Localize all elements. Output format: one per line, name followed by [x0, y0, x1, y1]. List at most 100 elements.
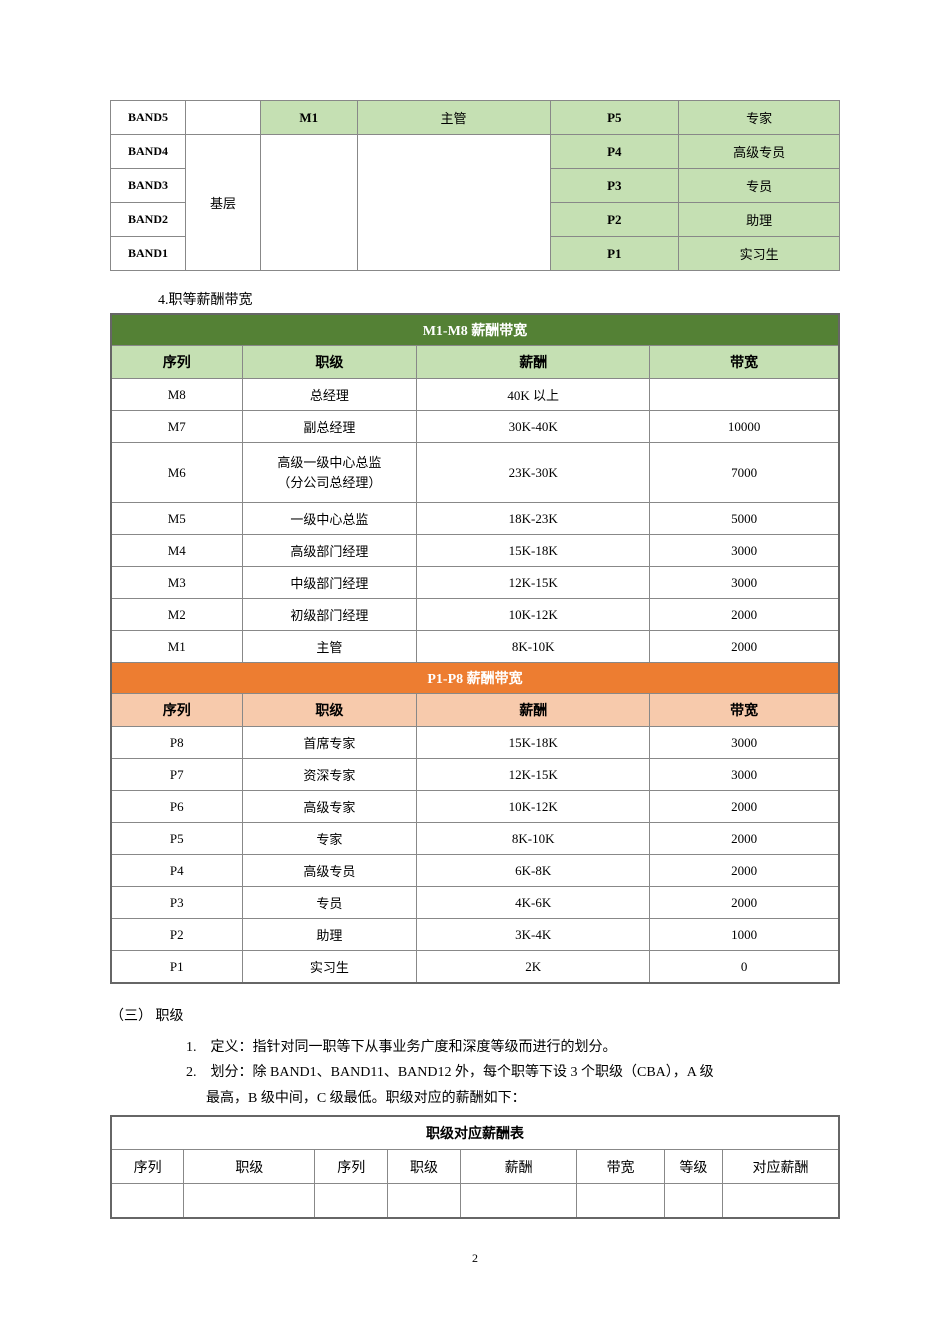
cell: 资深专家: [242, 759, 417, 791]
cell: 6K-8K: [417, 855, 650, 887]
band-p-code: P3: [550, 169, 679, 203]
band-p-name: 实习生: [679, 237, 840, 271]
cell: 7000: [650, 443, 839, 503]
salary-m-row: M3中级部门经理12K-15K3000: [111, 567, 839, 599]
section-3-heading: （三） 职级: [110, 1004, 840, 1029]
cell: 实习生: [242, 951, 417, 984]
rank-empty-cell: [388, 1184, 461, 1218]
band-p-name: 专员: [679, 169, 840, 203]
col-header: 职级: [242, 694, 417, 727]
definition-item-1: 1. 定义：指针对同一职等下从事业务广度和深度等级而进行的划分。: [186, 1035, 840, 1060]
salary-band-table: M1-M8 薪酬带宽 序列 职级 薪酬 带宽 M8总经理40K 以上M7副总经理…: [110, 313, 840, 984]
col-header: 序列: [111, 694, 242, 727]
band-m-name-empty: [357, 135, 550, 271]
cell: [650, 379, 839, 411]
cell: 18K-23K: [417, 503, 650, 535]
band-category-empty: [186, 101, 261, 135]
rank-salary-table: 职级对应薪酬表 序列职级序列职级薪酬带宽等级对应薪酬: [110, 1115, 840, 1219]
band-label: BAND2: [111, 203, 186, 237]
rank-col-header: 职级: [388, 1150, 461, 1184]
cell: 副总经理: [242, 411, 417, 443]
cell: M3: [111, 567, 242, 599]
rank-col-header: 带宽: [577, 1150, 664, 1184]
cell: P2: [111, 919, 242, 951]
cell: M4: [111, 535, 242, 567]
cell: 助理: [242, 919, 417, 951]
salary-p-row: P2助理3K-4K1000: [111, 919, 839, 951]
band-p-code: P1: [550, 237, 679, 271]
cell: M2: [111, 599, 242, 631]
cell: 8K-10K: [417, 631, 650, 663]
cell: 3000: [650, 567, 839, 599]
cell: 23K-30K: [417, 443, 650, 503]
cell: 3000: [650, 535, 839, 567]
cell: M5: [111, 503, 242, 535]
band-p-code: P4: [550, 135, 679, 169]
cell: 专员: [242, 887, 417, 919]
cell: 10K-12K: [417, 791, 650, 823]
cell: 12K-15K: [417, 567, 650, 599]
cell: 高级一级中心总监（分公司总经理）: [242, 443, 417, 503]
cell: P4: [111, 855, 242, 887]
rank-col-header: 职级: [184, 1150, 315, 1184]
salary-p-row: P1实习生2K0: [111, 951, 839, 984]
band-label: BAND4: [111, 135, 186, 169]
salary-m-row: M5一级中心总监18K-23K5000: [111, 503, 839, 535]
salary-p-title: P1-P8 薪酬带宽: [111, 663, 839, 694]
cell: P7: [111, 759, 242, 791]
band-m-code: M1: [261, 101, 357, 135]
salary-p-row: P5专家8K-10K2000: [111, 823, 839, 855]
cell: 总经理: [242, 379, 417, 411]
rank-table-title: 职级对应薪酬表: [111, 1116, 839, 1150]
rank-empty-row: [111, 1184, 839, 1218]
col-header: 带宽: [650, 346, 839, 379]
cell: M6: [111, 443, 242, 503]
page-number: 2: [110, 1251, 840, 1266]
salary-p-row: P7资深专家12K-15K3000: [111, 759, 839, 791]
band-table: BAND5 M1 主管 P5 专家 BAND4 基层 P4 高级专员 BAND3…: [110, 100, 840, 271]
cell: 2K: [417, 951, 650, 984]
salary-m-row: M8总经理40K 以上: [111, 379, 839, 411]
band-p-name: 助理: [679, 203, 840, 237]
band-p-name: 高级专员: [679, 135, 840, 169]
cell: 15K-18K: [417, 535, 650, 567]
rank-empty-cell: [184, 1184, 315, 1218]
cell: 3000: [650, 759, 839, 791]
cell: 高级专家: [242, 791, 417, 823]
rank-col-header: 序列: [111, 1150, 184, 1184]
rank-empty-cell: [111, 1184, 184, 1218]
salary-p-row: P3专员4K-6K2000: [111, 887, 839, 919]
rank-col-header: 等级: [664, 1150, 722, 1184]
salary-m-row: M7副总经理30K-40K10000: [111, 411, 839, 443]
band-m-code-empty: [261, 135, 357, 271]
rank-col-header: 薪酬: [460, 1150, 576, 1184]
cell: 12K-15K: [417, 759, 650, 791]
cell: 40K 以上: [417, 379, 650, 411]
cell: 1000: [650, 919, 839, 951]
cell: P8: [111, 727, 242, 759]
cell: 2000: [650, 855, 839, 887]
cell: 专家: [242, 823, 417, 855]
cell: 10K-12K: [417, 599, 650, 631]
rank-empty-cell: [577, 1184, 664, 1218]
cell: 5000: [650, 503, 839, 535]
band-p-code: P2: [550, 203, 679, 237]
cell: 30K-40K: [417, 411, 650, 443]
cell: P1: [111, 951, 242, 984]
salary-m-row: M2初级部门经理10K-12K2000: [111, 599, 839, 631]
cell: 高级专员: [242, 855, 417, 887]
rank-header-row: 序列职级序列职级薪酬带宽等级对应薪酬: [111, 1150, 839, 1184]
cell: M1: [111, 631, 242, 663]
cell: 2000: [650, 791, 839, 823]
cell: 2000: [650, 823, 839, 855]
cell: M7: [111, 411, 242, 443]
band-label: BAND1: [111, 237, 186, 271]
band-category: 基层: [186, 135, 261, 271]
cell: 初级部门经理: [242, 599, 417, 631]
col-header: 带宽: [650, 694, 839, 727]
salary-p-row: P8首席专家15K-18K3000: [111, 727, 839, 759]
cell: P3: [111, 887, 242, 919]
band-p-code: P5: [550, 101, 679, 135]
definition-item-2b: 最高，B 级中间，C 级最低。职级对应的薪酬如下：: [206, 1086, 840, 1111]
salary-m-row: M4高级部门经理15K-18K3000: [111, 535, 839, 567]
